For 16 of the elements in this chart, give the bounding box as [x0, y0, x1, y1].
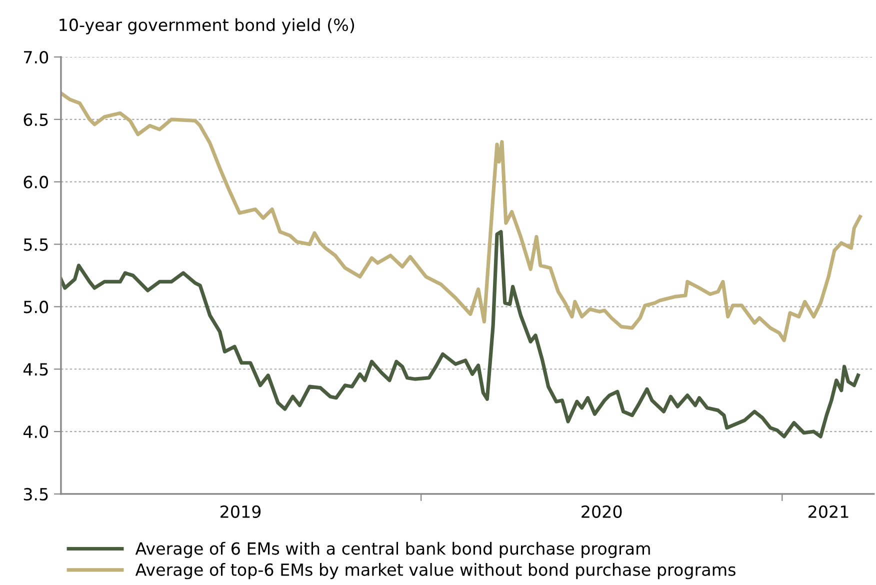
legend-label: Average of 6 EMs with a central bank bond purchase program	[135, 542, 650, 558]
y-tick-label: 5.5	[24, 238, 48, 251]
y-tick-label: 6.0	[24, 176, 48, 188]
y-tick-label: 4.5	[23, 363, 48, 376]
x-tick-label: 2020	[582, 505, 622, 518]
line-series	[60, 91, 862, 342]
x-tick-label: 2021	[808, 505, 848, 518]
y-tick-label: 7.0	[24, 50, 48, 64]
legend-label: Average of top-6 EMs by market value without bond purchase programs	[135, 563, 736, 580]
y-tick-label: 4.0	[23, 426, 48, 438]
y-tick-label: 5.0	[24, 300, 48, 314]
x-tick-label: 2019	[220, 505, 261, 518]
line-series	[60, 230, 860, 438]
y-tick-label: 3.5	[24, 488, 48, 501]
y-axis-title: 10-year government bond yield (%)	[60, 18, 354, 34]
y-tick-label: 6.5	[24, 113, 48, 126]
